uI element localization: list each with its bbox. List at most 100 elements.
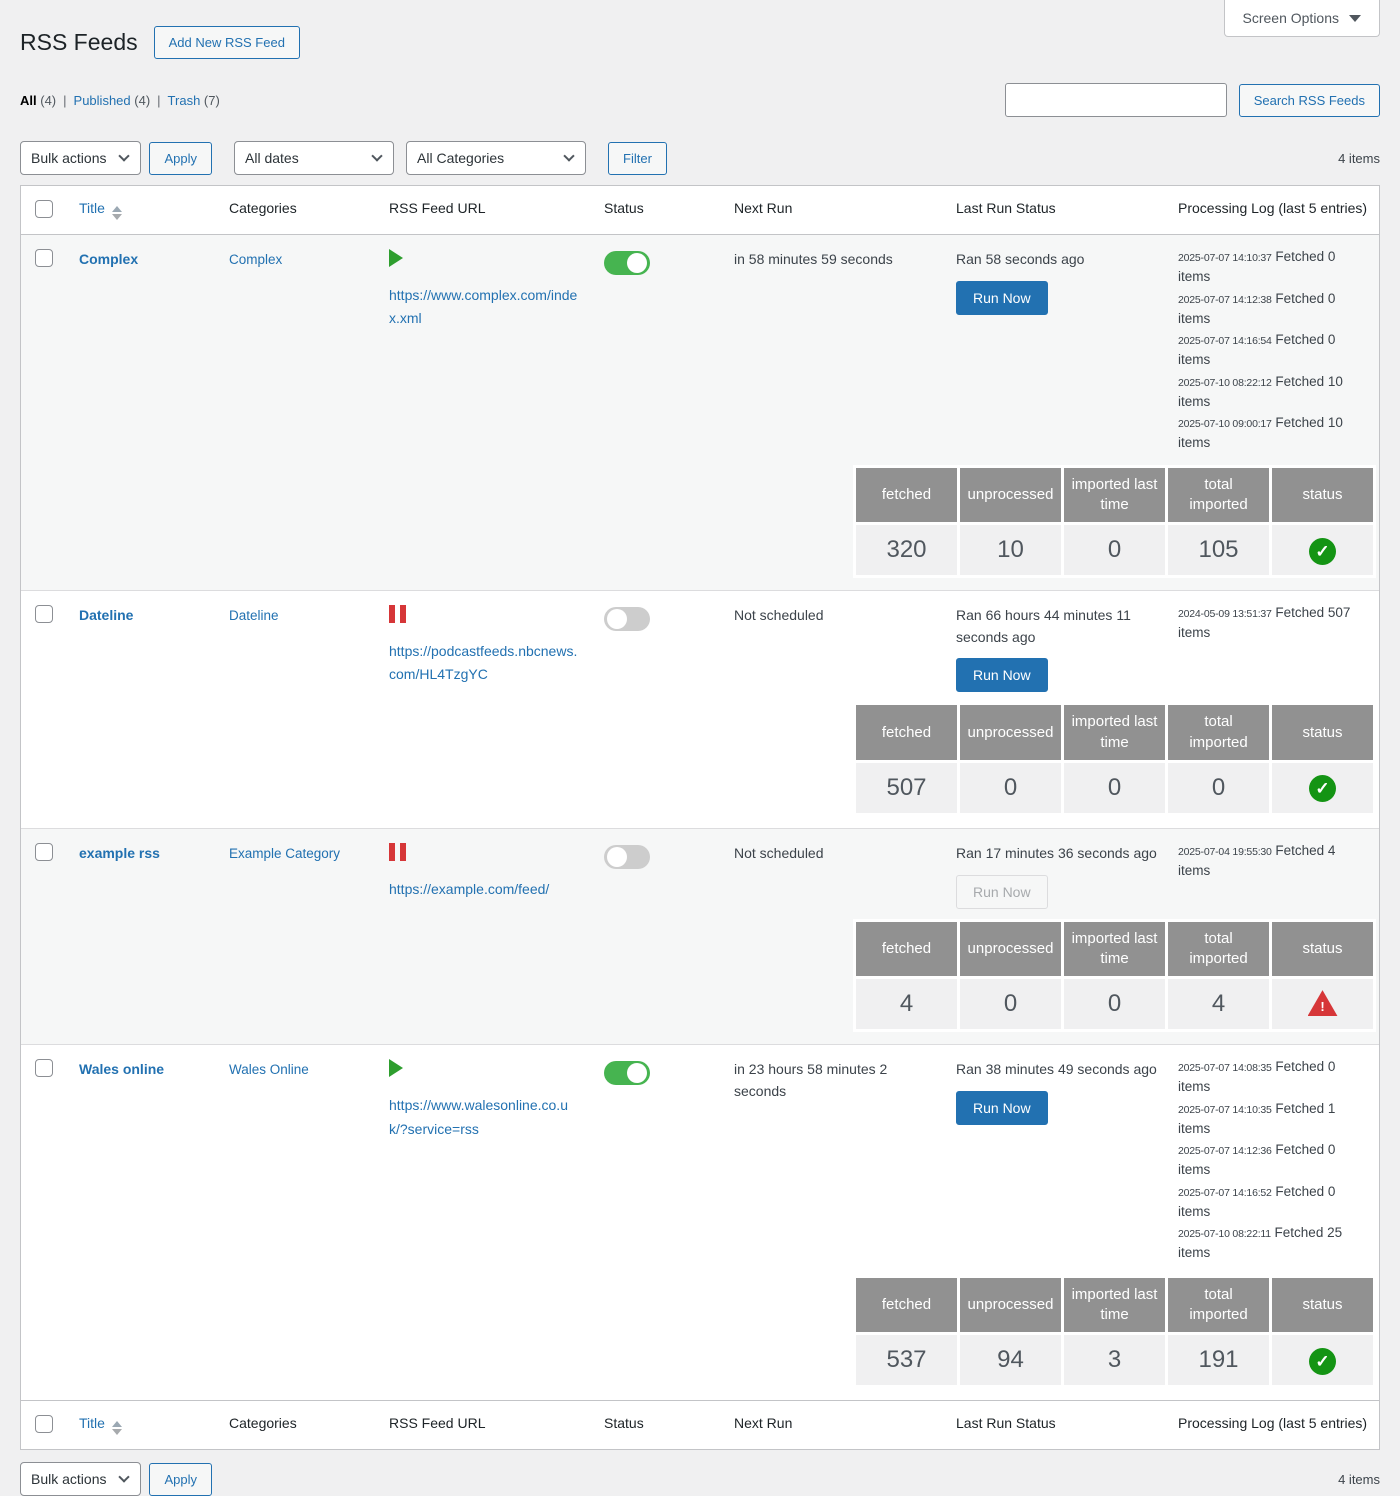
chevron-down-icon xyxy=(371,150,383,162)
items-count: 4 items xyxy=(1338,1471,1380,1487)
status-toggle[interactable] xyxy=(604,844,650,869)
last-run-text: Ran 66 hours 44 minutes 11 seconds ago xyxy=(956,607,1131,645)
view-filter-published[interactable]: Published (4) xyxy=(73,92,151,108)
sort-by-title-link[interactable]: Title xyxy=(79,1415,122,1436)
stat-fetched: 4 xyxy=(856,979,957,1030)
stat-fetched: 320 xyxy=(856,525,957,575)
column-header-next-run: Next Run xyxy=(734,1415,793,1432)
apply-button[interactable]: Apply xyxy=(149,141,213,175)
pause-icon xyxy=(389,605,406,623)
table-row: Dateline Dateline https://podcastfeeds.n… xyxy=(21,590,1379,828)
run-now-button[interactable]: Run Now xyxy=(956,1090,1048,1125)
stat-imported-last-time: 0 xyxy=(1064,762,1165,813)
screen-options-button[interactable]: Screen Options xyxy=(1223,0,1380,37)
categories-filter-select[interactable]: All Categories xyxy=(406,141,587,175)
filter-button[interactable]: Filter xyxy=(608,141,667,175)
sort-icon xyxy=(111,1421,122,1436)
feed-stats-table: fetched unprocessed imported last time tot… xyxy=(853,918,1376,1033)
feed-category-link[interactable]: Wales Online xyxy=(229,1062,309,1078)
next-run-text: in 23 hours 58 minutes 2 seconds xyxy=(734,1061,888,1099)
warning-icon: ! xyxy=(1307,990,1338,1017)
row-checkbox[interactable] xyxy=(35,842,53,861)
apply-button[interactable]: Apply xyxy=(149,1462,213,1496)
table-row: Wales online Wales Online https://www.wa… xyxy=(21,1044,1379,1400)
select-all-checkbox[interactable] xyxy=(35,1415,53,1434)
chevron-down-icon xyxy=(118,150,131,162)
column-header-status: Status xyxy=(604,1415,644,1432)
chevron-down-icon xyxy=(1349,14,1361,22)
search-input[interactable] xyxy=(1004,83,1227,117)
feed-stats-table: fetched unprocessed imported last time tot… xyxy=(853,1274,1376,1389)
processing-log: 2025-07-07 14:10:37 Fetched 0 items 2025… xyxy=(1178,249,1343,451)
sort-by-title-link[interactable]: Title xyxy=(79,200,122,220)
view-filter-all[interactable]: All (4) xyxy=(20,92,57,108)
status-toggle[interactable] xyxy=(604,607,650,631)
select-all-checkbox[interactable] xyxy=(35,200,53,218)
run-now-button: Run Now xyxy=(956,874,1048,909)
column-header-categories: Categories xyxy=(229,1415,297,1432)
processing-log: 2025-07-04 19:55:30 Fetched 4 items xyxy=(1178,842,1336,879)
row-checkbox[interactable] xyxy=(35,1059,53,1078)
feed-title-link[interactable]: Complex xyxy=(79,251,139,267)
status-toggle[interactable] xyxy=(604,251,650,275)
column-header-processing-log: Processing Log (last 5 entries) xyxy=(1178,1415,1368,1432)
column-header-status: Status xyxy=(604,200,644,216)
last-run-text: Ran 17 minutes 36 seconds ago xyxy=(956,844,1157,861)
stat-total-imported: 105 xyxy=(1168,525,1269,575)
next-run-text: Not scheduled xyxy=(734,844,824,861)
row-checkbox[interactable] xyxy=(35,249,53,267)
stat-total-imported: 191 xyxy=(1168,1335,1269,1386)
stat-total-imported: 4 xyxy=(1168,979,1269,1030)
processing-log: 2025-07-07 14:08:35 Fetched 0 items 2025… xyxy=(1178,1059,1343,1261)
next-run-text: Not scheduled xyxy=(734,607,824,623)
feed-url-link[interactable]: https://www.complex.com/index.xml xyxy=(389,286,578,327)
chevron-down-icon xyxy=(563,150,575,162)
feed-category-link[interactable]: Dateline xyxy=(229,608,279,623)
stat-fetched: 537 xyxy=(856,1335,957,1386)
processing-log: 2024-05-09 13:51:37 Fetched 507 items xyxy=(1178,605,1351,641)
feed-category-link[interactable]: Complex xyxy=(229,252,283,267)
separator: | xyxy=(63,92,67,108)
run-now-button[interactable]: Run Now xyxy=(956,658,1048,693)
feed-stats-table: fetched unprocessed imported last time tot… xyxy=(853,702,1376,816)
feed-title-link[interactable]: Wales online xyxy=(79,1061,165,1078)
search-rss-feeds-button[interactable]: Search RSS Feeds xyxy=(1238,83,1380,117)
view-filter-links: All (4) | Published (4) | Trash (7) xyxy=(20,93,220,108)
stat-imported-last-time: 3 xyxy=(1064,1335,1165,1386)
feed-url-link[interactable]: https://example.com/feed/ xyxy=(389,880,550,897)
stat-fetched: 507 xyxy=(856,762,957,813)
stat-unprocessed: 10 xyxy=(960,525,1061,575)
play-icon xyxy=(389,1059,403,1078)
column-header-url: RSS Feed URL xyxy=(389,200,486,216)
separator: | xyxy=(157,92,161,108)
table-row: example rss Example Category https://exa… xyxy=(21,827,1379,1045)
feed-title-link[interactable]: Dateline xyxy=(79,607,134,623)
check-circle-icon: ✓ xyxy=(1309,1347,1336,1375)
feed-url-link[interactable]: https://www.walesonline.co.uk/?service=r… xyxy=(389,1096,568,1137)
dates-filter-select[interactable]: All dates xyxy=(234,141,395,175)
rss-feeds-table: Title Categories RSS Feed URL Status Nex… xyxy=(20,185,1380,1451)
column-header-processing-log: Processing Log (last 5 entries) xyxy=(1178,200,1368,216)
stat-total-imported: 0 xyxy=(1168,762,1269,813)
sort-icon xyxy=(111,206,122,220)
feed-url-link[interactable]: https://podcastfeeds.nbcnews.com/HL4TzgY… xyxy=(389,642,578,683)
stat-unprocessed: 0 xyxy=(960,979,1061,1030)
bulk-actions-select[interactable]: Bulk actions xyxy=(20,1462,142,1496)
view-filter-trash[interactable]: Trash (7) xyxy=(167,92,220,108)
play-icon xyxy=(389,249,403,267)
table-footer-row: Title Categories RSS Feed URL Status Nex… xyxy=(21,1400,1379,1449)
add-new-rss-feed-button[interactable]: Add New RSS Feed xyxy=(153,26,300,59)
row-checkbox[interactable] xyxy=(35,605,53,623)
stat-unprocessed: 94 xyxy=(960,1335,1061,1386)
items-count: 4 items xyxy=(1338,150,1380,166)
bulk-actions-select[interactable]: Bulk actions xyxy=(20,141,142,175)
check-circle-icon: ✓ xyxy=(1309,537,1336,565)
column-header-last-run: Last Run Status xyxy=(956,1415,1056,1432)
feed-category-link[interactable]: Example Category xyxy=(229,845,341,861)
check-circle-icon: ✓ xyxy=(1309,775,1336,803)
status-toggle[interactable] xyxy=(604,1061,650,1086)
run-now-button[interactable]: Run Now xyxy=(956,280,1048,315)
feed-title-link[interactable]: example rss xyxy=(79,844,160,861)
pause-icon xyxy=(389,842,406,861)
